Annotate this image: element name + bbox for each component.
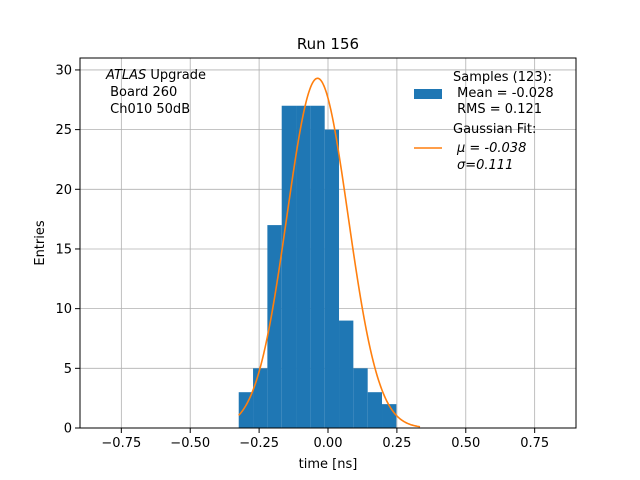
histogram-bar-0 bbox=[238, 392, 254, 428]
histogram-bar-5 bbox=[310, 105, 325, 428]
y-tick-label-3: 15 bbox=[55, 242, 72, 257]
x-tick-label-1: −0.50 bbox=[170, 436, 210, 451]
y-tick-label-2: 10 bbox=[55, 302, 72, 317]
histogram-bar-7 bbox=[339, 320, 354, 428]
x-tick-label-0: −0.75 bbox=[101, 436, 141, 451]
y-tick-label-0: 0 bbox=[64, 422, 72, 437]
y-tick-label-5: 25 bbox=[55, 123, 72, 138]
x-tick-label-3: 0.00 bbox=[314, 436, 343, 451]
legend-histogram-name: Samples (123): bbox=[453, 70, 552, 85]
x-tick-label-4: 0.25 bbox=[382, 436, 411, 451]
legend-histogram-rms: RMS = 0.121 bbox=[453, 102, 542, 117]
histogram-bar-3 bbox=[281, 105, 297, 428]
gaussian-fit-curve bbox=[238, 77, 421, 428]
legend: Samples (123): Mean = -0.028 RMS = 0.121… bbox=[414, 70, 554, 173]
histogram-bar-6 bbox=[324, 129, 340, 428]
y-tick-label-6: 30 bbox=[55, 63, 72, 78]
histogram-bar-1 bbox=[253, 368, 268, 428]
histogram-bars bbox=[238, 105, 397, 428]
annotation-upgrade: Upgrade bbox=[146, 68, 206, 83]
legend-fit-mu: μ = -0.038 bbox=[456, 141, 526, 156]
histogram-bar-4 bbox=[296, 105, 311, 428]
chart-title: Run 156 bbox=[297, 35, 359, 53]
annotation-line-1: ATLAS Upgrade bbox=[105, 68, 206, 83]
annotation-line-3: Ch010 50dB bbox=[106, 102, 190, 117]
y-tick-label-4: 20 bbox=[55, 183, 72, 198]
legend-fit-sigma: σ=0.111 bbox=[457, 158, 513, 173]
annotation-atlas: ATLAS bbox=[105, 68, 146, 83]
histogram-bar-10 bbox=[382, 404, 397, 428]
legend-histogram-mean: Mean = -0.028 bbox=[453, 86, 554, 101]
x-tick-label-2: −0.25 bbox=[239, 436, 279, 451]
y-tick-label-1: 5 bbox=[64, 362, 72, 377]
legend-histogram-swatch bbox=[414, 89, 442, 99]
histogram-bar-8 bbox=[353, 368, 368, 428]
histogram-bar-9 bbox=[367, 392, 383, 428]
x-axis-ticks: −0.75 −0.50 −0.25 0.00 0.25 0.50 0.75 bbox=[101, 428, 549, 451]
x-tick-label-5: 0.50 bbox=[451, 436, 480, 451]
y-axis-ticks: 0 5 10 15 20 25 30 bbox=[55, 63, 80, 437]
x-tick-label-6: 0.75 bbox=[520, 436, 549, 451]
annotation-line-2: Board 260 bbox=[106, 85, 177, 100]
y-axis-label: Entries bbox=[33, 220, 48, 266]
legend-fit-name: Gaussian Fit: bbox=[453, 122, 536, 137]
atlas-annotation: ATLAS Upgrade Board 260 Ch010 50dB bbox=[105, 68, 206, 117]
x-axis-label: time [ns] bbox=[299, 457, 358, 472]
